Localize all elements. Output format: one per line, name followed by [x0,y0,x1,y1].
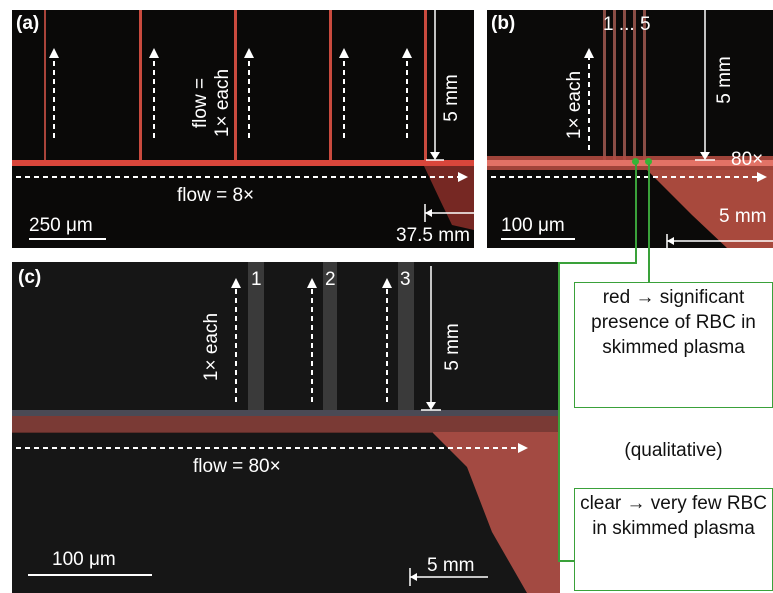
panel-c-channel-3-label: 3 [400,269,411,290]
panel-a-scale-label: 250 μm [29,215,93,236]
panel-a-label: (a) [16,13,40,34]
panel-a-image: (a) flow = 1× each 5 mm flow = 8× 37.5 m… [12,10,474,248]
panel-c-scale-label: 100 μm [52,549,116,570]
panel-c-main-length-label: 5 mm [427,555,475,576]
panel-c-label: (c) [18,267,42,288]
panel-b-marker-red [632,158,639,165]
panel-c-channel-1-label: 1 [251,269,262,290]
panel-b-label: (b) [491,13,516,34]
connector-red-horizontal [558,262,637,264]
panel-b-branch-length-label: 5 mm [714,56,735,104]
panel-b-channel-range: 1 ... 5 [603,14,651,35]
connector-red-vertical [635,164,637,262]
annotation-clear-note: clear → very few RBC in skimmed plasma [574,488,773,591]
panel-b-marker-clear [645,158,652,165]
connector-red-down [558,262,560,562]
panel-b-scale-bar [501,238,575,240]
panel-b-main-flow-label: 80× [731,149,764,170]
panel-c-main-flow-label: flow = 80× [193,456,281,477]
panel-b-main-length-label: 5 mm [719,206,767,227]
panel-c-scale-bar [28,574,152,576]
panel-a-main-length-label: 37.5 mm [396,225,470,246]
panel-a-micrograph [12,10,474,230]
panel-c-channel-2-label: 2 [325,269,336,290]
connector-clear-to-box [558,560,575,562]
panel-b-branch-flow-label: 1× each [564,70,585,140]
panel-b-image: (b) 1 ... 5 1× each 5 mm 80× 5 mm 100 μm [487,10,773,248]
annotation-qualitative: (qualitative) [624,440,723,461]
annotation-red-note: red → significant presence of RBC in ski… [574,282,773,408]
panel-b-scale-label: 100 μm [501,215,565,236]
panel-a-branch-length-label: 5 mm [441,74,462,122]
panel-c-micrograph [12,262,560,593]
panel-c-image: (c) 1 2 3 1× each 5 mm flow = 80× 5 mm 1… [12,262,560,593]
panel-c-branch-flow-label: 1× each [201,312,222,382]
panel-b-micrograph [487,10,773,248]
panel-a-main-flow-label: flow = 8× [177,185,255,206]
panel-a-branch-flow-label: flow = 1× each [190,68,233,138]
panel-c-branch-length-label: 5 mm [442,323,463,371]
connector-clear-vertical [648,164,650,284]
panel-a-scale-bar [29,238,106,240]
